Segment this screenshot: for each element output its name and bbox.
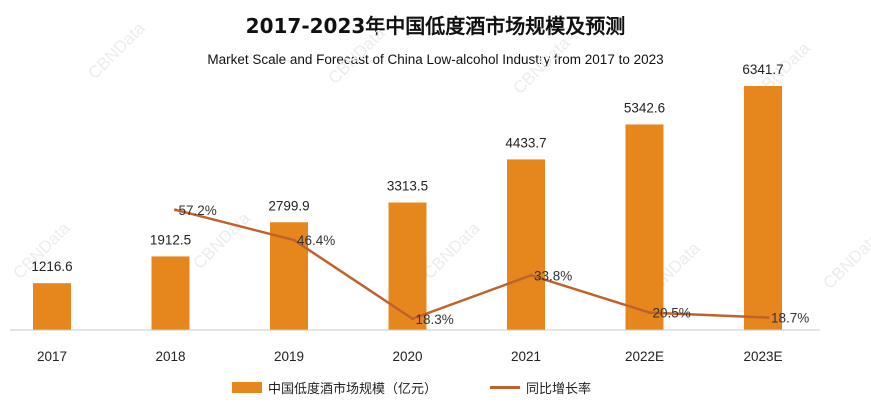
bar-2023E (744, 86, 782, 330)
bar-data-labels: 1216.6 1912.5 2799.9 3313.5 4433.7 5342.6 6341… (31, 62, 783, 274)
growth-rate-data-labels: 57.2% 46.4% 18.3% 33.8% 20.5% 18.7% (179, 203, 810, 327)
bar-series (33, 86, 782, 330)
growth-point-2018 (174, 208, 177, 212)
tick-label-2017: 2017 (37, 349, 67, 364)
growth-label-2020: 18.3% (416, 312, 454, 327)
watermark-text: CBNData (819, 228, 871, 293)
growth-rate-line (175, 208, 769, 321)
chart-subtitle: Market Scale and Forecast of China Low-a… (207, 52, 664, 67)
tick-label-2021: 2021 (511, 349, 541, 364)
chart-title: 2017-2023年中国低度酒市场规模及预测 (245, 14, 626, 38)
growth-label-2023E: 18.7% (771, 311, 809, 326)
bar-2017 (33, 283, 71, 330)
legend-item-market-size: 中国低度酒市场规模（亿元） (232, 378, 437, 397)
bar-label-2021: 4433.7 (505, 135, 546, 150)
growth-point-2020 (411, 317, 414, 321)
tick-label-2018: 2018 (155, 349, 185, 364)
legend-swatch-line (490, 386, 520, 389)
x-axis-tick-labels: 2017 2018 2019 2020 2021 2022E 2023E (37, 349, 783, 364)
watermark-text: CBNData (84, 18, 149, 83)
tick-label-2019: 2019 (274, 349, 304, 364)
tick-label-2023E: 2023E (743, 349, 782, 364)
bar-2018 (151, 256, 190, 330)
growth-label-2019: 46.4% (297, 233, 335, 248)
growth-point-2019 (292, 238, 296, 242)
bar-label-2019: 2799.9 (268, 198, 309, 213)
bar-label-2020: 3313.5 (387, 179, 428, 194)
watermark-text: CBNData (189, 208, 254, 273)
bar-label-2018: 1912.5 (150, 232, 191, 247)
legend-label-market-size: 中国低度酒市场规模（亿元） (268, 382, 438, 397)
growth-point-2023E (766, 316, 770, 320)
legend-label-growth-rate: 同比增长率 (526, 382, 592, 397)
tick-label-2022E: 2022E (625, 349, 664, 364)
watermark-layer: CBNData CBNData CBNData CBNData CBNData CBNDa… (9, 18, 871, 303)
growth-label-2018: 57.2% (179, 203, 217, 218)
bar-2021 (507, 159, 545, 330)
bar-label-2023E: 6341.7 (742, 62, 783, 77)
growth-point-2021 (529, 273, 533, 277)
tick-label-2020: 2020 (392, 349, 422, 364)
growth-label-2021: 33.8% (534, 268, 572, 283)
legend-swatch-bar (232, 382, 262, 393)
legend-item-growth-rate: 同比增长率 (490, 378, 591, 397)
chart-legend: 中国低度酒市场规模（亿元） 同比增长率 (0, 378, 871, 402)
bar-2022E (625, 124, 664, 330)
watermark-text: CBNData (419, 218, 484, 283)
bar-label-2017: 1216.6 (31, 259, 72, 274)
growth-label-2022E: 20.5% (653, 306, 691, 321)
bar-2020 (388, 202, 427, 330)
bar-label-2022E: 5342.6 (624, 100, 665, 115)
growth-rate-series (174, 208, 770, 321)
growth-point-2022E (648, 311, 651, 315)
watermark-text: CBNData (509, 33, 574, 98)
bar-2019 (270, 222, 308, 330)
watermark-text: CBNData (324, 23, 389, 88)
